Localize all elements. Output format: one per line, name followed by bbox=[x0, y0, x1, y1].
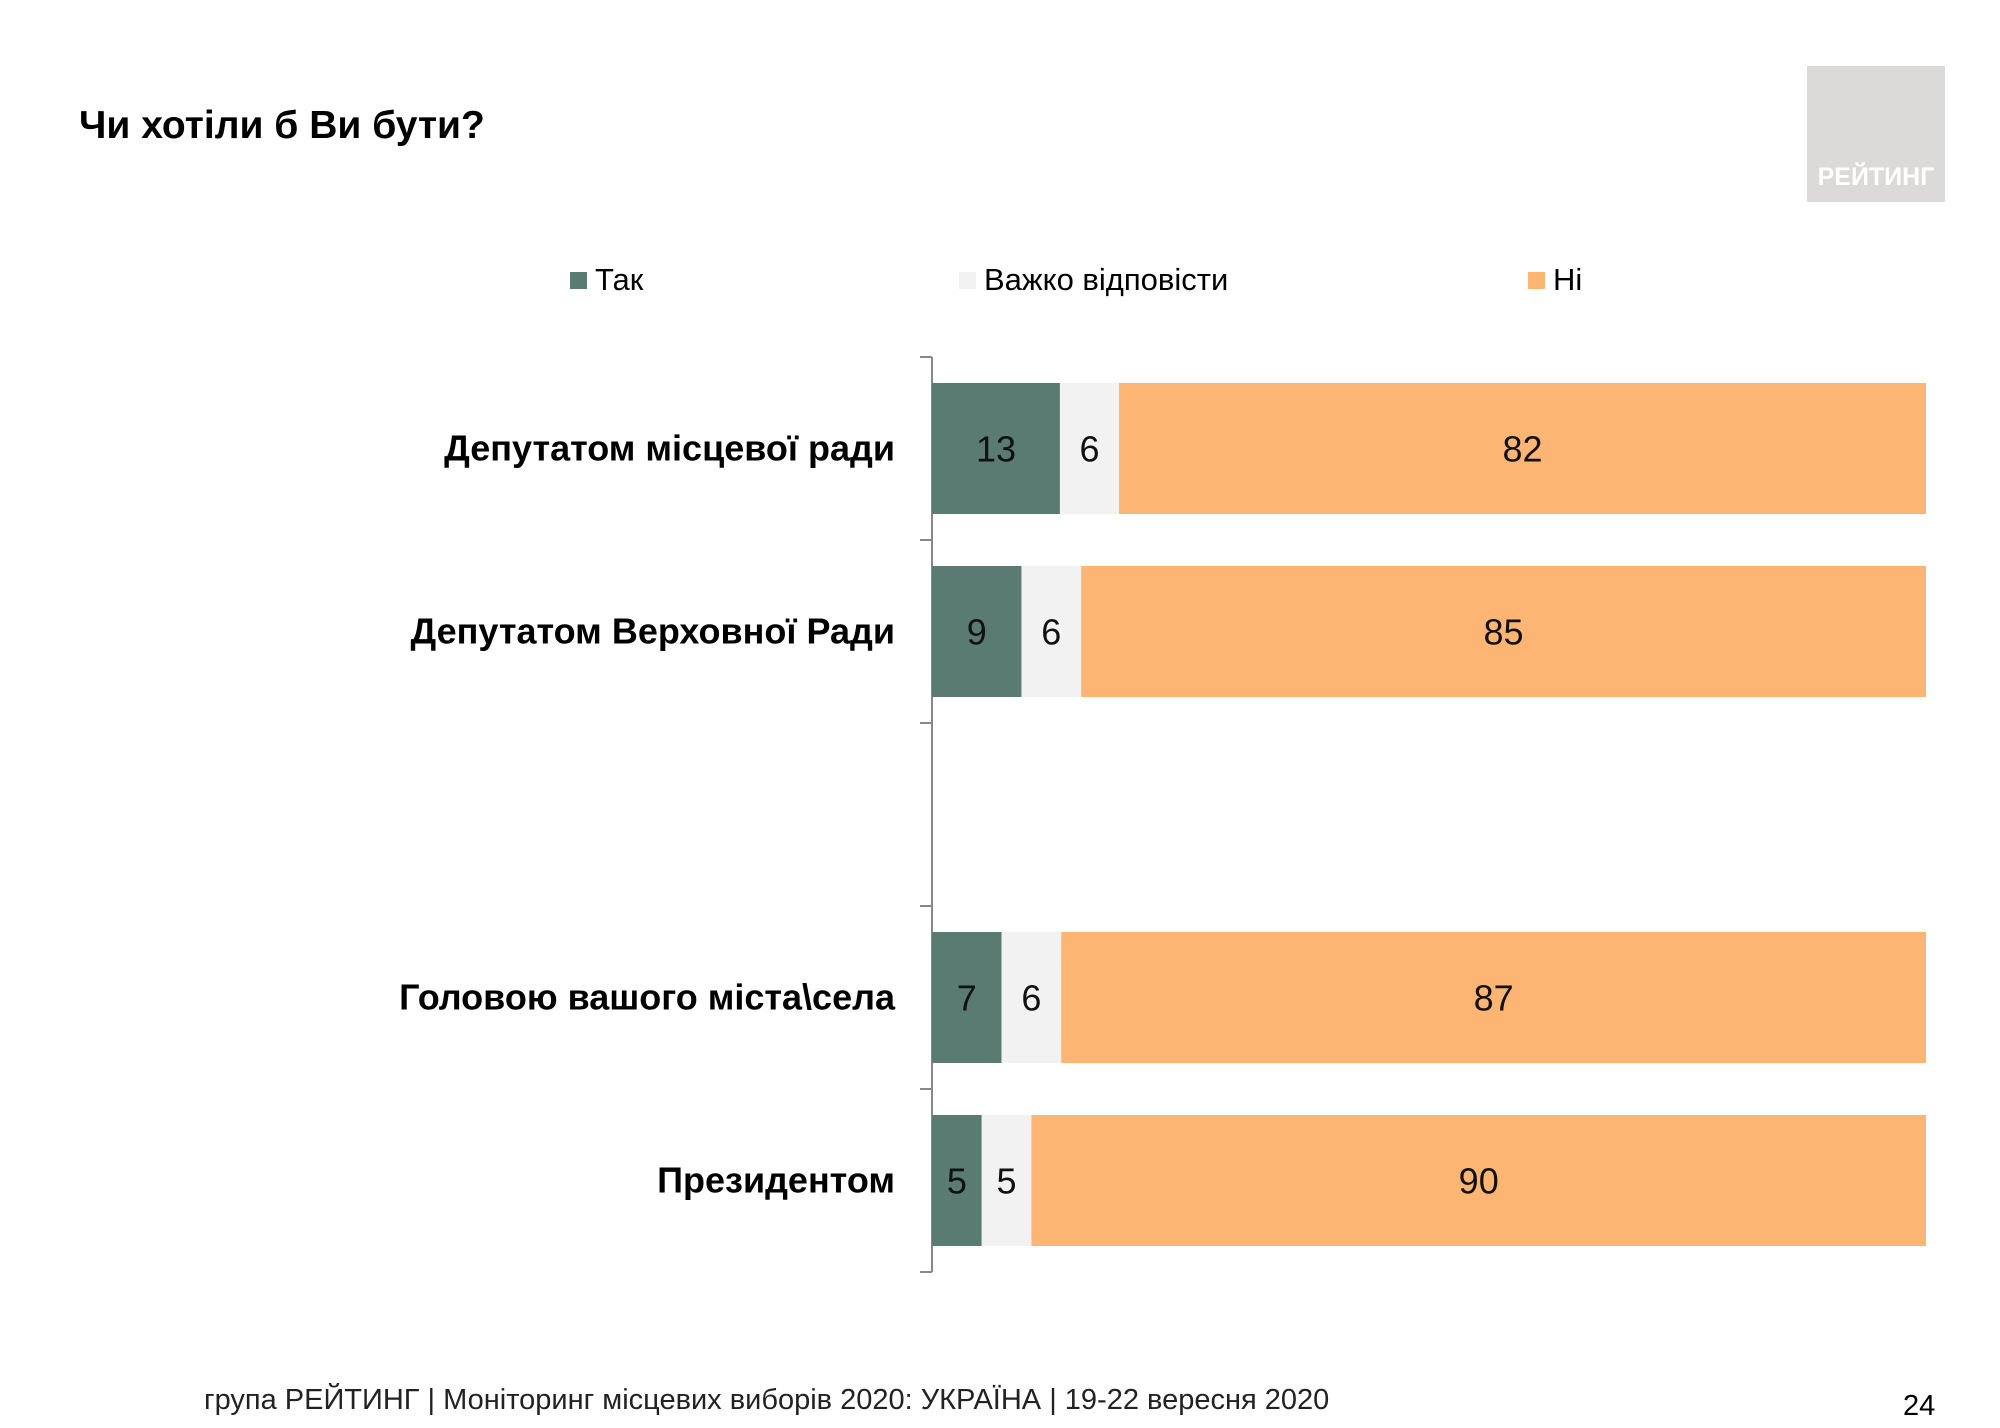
data-label: 9 bbox=[967, 612, 987, 653]
legend-swatch bbox=[570, 271, 587, 289]
footer-text: група РЕЙТИНГ | Моніторинг місцевих вибо… bbox=[204, 1384, 1330, 1416]
data-label: 5 bbox=[947, 1161, 967, 1202]
category-label: Президентом bbox=[657, 1160, 895, 1201]
category-label: Головою вашого міста\села bbox=[399, 977, 896, 1018]
data-label: 13 bbox=[976, 429, 1016, 470]
legend-item-no: Ні bbox=[1528, 262, 1582, 298]
bar-segment bbox=[981, 1115, 1032, 1246]
bar-segment bbox=[1001, 932, 1062, 1063]
bar-segment bbox=[1021, 566, 1082, 697]
data-label: 7 bbox=[957, 978, 977, 1019]
legend-item-hard-to-say: Важко відповісти bbox=[959, 262, 1228, 298]
category-label: Депутатом місцевої ради bbox=[444, 428, 895, 469]
bar-segment bbox=[1061, 932, 1926, 1063]
bar-segment bbox=[1081, 566, 1926, 697]
data-label: 87 bbox=[1474, 978, 1514, 1019]
legend-swatch bbox=[1528, 271, 1545, 289]
data-label: 85 bbox=[1484, 612, 1524, 653]
legend-item-yes: Так bbox=[570, 262, 643, 298]
data-label: 6 bbox=[1041, 612, 1061, 653]
chart-title: Чи хотіли б Ви бути? bbox=[79, 104, 485, 147]
bar-segment bbox=[1059, 383, 1119, 514]
bar-segment bbox=[1031, 1115, 1926, 1246]
data-label: 6 bbox=[1021, 978, 1041, 1019]
bar-segment bbox=[1118, 383, 1926, 514]
page-number: 24 bbox=[1903, 1390, 1936, 1422]
legend-label: Ні bbox=[1553, 262, 1583, 297]
legend-label: Важко відповісти bbox=[984, 262, 1229, 297]
data-label: 5 bbox=[997, 1161, 1017, 1202]
bar-segment bbox=[932, 932, 1002, 1063]
bar-segment bbox=[932, 1115, 982, 1246]
logo-text: РЕЙТИНГ bbox=[1817, 163, 1935, 191]
category-label: Депутатом Верховної Ради bbox=[411, 611, 895, 652]
legend-swatch bbox=[959, 271, 976, 289]
bar-segment bbox=[932, 566, 1022, 697]
legend-label: Так bbox=[595, 262, 644, 297]
bar-segment bbox=[932, 383, 1060, 514]
rating-logo: РЕЙТИНГ bbox=[1807, 66, 1945, 202]
data-label: 6 bbox=[1079, 429, 1099, 470]
data-label: 82 bbox=[1502, 429, 1542, 470]
data-label: 90 bbox=[1459, 1161, 1499, 1202]
